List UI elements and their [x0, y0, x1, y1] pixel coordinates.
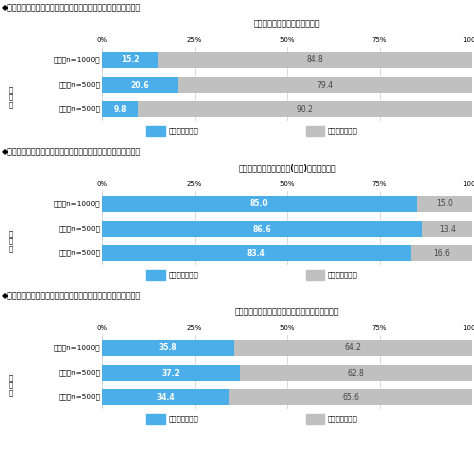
Text: 女性［n=500］: 女性［n=500］ — [58, 250, 100, 256]
Text: 0%: 0% — [96, 181, 108, 187]
Bar — [178, 77, 472, 93]
Text: 100%: 100% — [462, 37, 474, 43]
Text: アリ（肯定派）: アリ（肯定派） — [169, 128, 198, 134]
Bar — [146, 414, 165, 424]
Bar — [138, 101, 472, 117]
Text: 25%: 25% — [187, 37, 202, 43]
Text: 0%: 0% — [96, 37, 108, 43]
Bar — [102, 195, 417, 213]
Bar — [229, 389, 472, 405]
Bar — [102, 77, 178, 93]
Text: 100%: 100% — [462, 325, 474, 331]
Text: 50%: 50% — [279, 325, 295, 331]
Text: 85.0: 85.0 — [250, 200, 269, 208]
Text: 75%: 75% — [372, 181, 387, 187]
Text: アリ（肯定派）: アリ（肯定派） — [169, 272, 198, 278]
Text: 62.8: 62.8 — [347, 368, 364, 378]
Text: 84.8: 84.8 — [307, 55, 323, 65]
Text: 20.6: 20.6 — [131, 81, 149, 89]
Text: 必要もないのに残業をしている: 必要もないのに残業をしている — [254, 19, 320, 29]
Text: 65.6: 65.6 — [342, 392, 359, 402]
Bar — [102, 365, 240, 381]
Text: ナシ（否定派）: ナシ（否定派） — [328, 272, 357, 278]
Text: 25%: 25% — [187, 325, 202, 331]
Text: 83.4: 83.4 — [247, 248, 265, 258]
Text: 100%: 100% — [462, 181, 474, 187]
Text: 女性［n=500］: 女性［n=500］ — [58, 106, 100, 112]
Text: 男性［n=500］: 男性［n=500］ — [58, 370, 100, 376]
Text: 79.4: 79.4 — [317, 81, 334, 89]
Text: ◆「アリ」だと思うか、「ナシ」だと思うか　［単一回答形式］: ◆「アリ」だと思うか、「ナシ」だと思うか ［単一回答形式］ — [2, 291, 141, 300]
Text: ナシ（否定派）: ナシ（否定派） — [328, 128, 357, 134]
Text: 男
女
別: 男 女 別 — [9, 374, 13, 396]
Bar — [102, 52, 158, 68]
Text: 15.0: 15.0 — [436, 200, 453, 208]
Text: 女性［n=500］: 女性［n=500］ — [58, 394, 100, 400]
Text: 男性［n=500］: 男性［n=500］ — [58, 226, 100, 232]
Bar — [306, 270, 324, 280]
Text: 9.8: 9.8 — [113, 105, 127, 113]
Text: 35.8: 35.8 — [159, 343, 178, 353]
Text: ◆「アリ」だと思うか、「ナシ」だと思うか　［単一回答形式］: ◆「アリ」だと思うか、「ナシ」だと思うか ［単一回答形式］ — [2, 3, 141, 12]
Text: 16.6: 16.6 — [433, 248, 450, 258]
Text: 有給休暇を付与年度内に(ほぼ)全て消化する: 有給休暇を付与年度内に(ほぼ)全て消化する — [238, 164, 336, 172]
Bar — [158, 52, 472, 68]
Text: 上司に全く相談をしないで有給休暇の申請をする: 上司に全く相談をしないで有給休暇の申請をする — [235, 307, 339, 317]
Text: 34.4: 34.4 — [156, 392, 175, 402]
Text: 男
女
別: 男 女 別 — [9, 230, 13, 252]
Bar — [306, 126, 324, 136]
Text: 全体［n=1000］: 全体［n=1000］ — [54, 57, 100, 63]
Bar — [240, 365, 472, 381]
Bar — [102, 101, 138, 117]
Text: 0%: 0% — [96, 325, 108, 331]
Bar — [102, 221, 422, 237]
Bar — [306, 414, 324, 424]
Text: 86.6: 86.6 — [253, 225, 272, 234]
Bar — [417, 195, 472, 213]
Text: 90.2: 90.2 — [297, 105, 314, 113]
Bar — [146, 126, 165, 136]
Text: 50%: 50% — [279, 37, 295, 43]
Bar — [410, 245, 472, 261]
Text: ◆「アリ」だと思うか、「ナシ」だと思うか　［単一回答形式］: ◆「アリ」だと思うか、「ナシ」だと思うか ［単一回答形式］ — [2, 147, 141, 156]
Bar — [102, 340, 235, 356]
Text: 37.2: 37.2 — [162, 368, 180, 378]
Text: 50%: 50% — [279, 181, 295, 187]
Text: 75%: 75% — [372, 37, 387, 43]
Text: 64.2: 64.2 — [345, 343, 362, 353]
Bar — [102, 389, 229, 405]
Text: 全体［n=1000］: 全体［n=1000］ — [54, 201, 100, 207]
Text: 男性［n=500］: 男性［n=500］ — [58, 82, 100, 89]
Text: 男
女
別: 男 女 別 — [9, 86, 13, 108]
Text: 全体［n=1000］: 全体［n=1000］ — [54, 345, 100, 351]
Bar — [146, 270, 165, 280]
Bar — [422, 221, 472, 237]
Text: アリ（肯定派）: アリ（肯定派） — [169, 416, 198, 422]
Text: ナシ（否定派）: ナシ（否定派） — [328, 416, 357, 422]
Text: 13.4: 13.4 — [439, 225, 456, 234]
Text: 15.2: 15.2 — [121, 55, 139, 65]
Text: 75%: 75% — [372, 325, 387, 331]
Bar — [235, 340, 472, 356]
Text: 25%: 25% — [187, 181, 202, 187]
Bar — [102, 245, 410, 261]
